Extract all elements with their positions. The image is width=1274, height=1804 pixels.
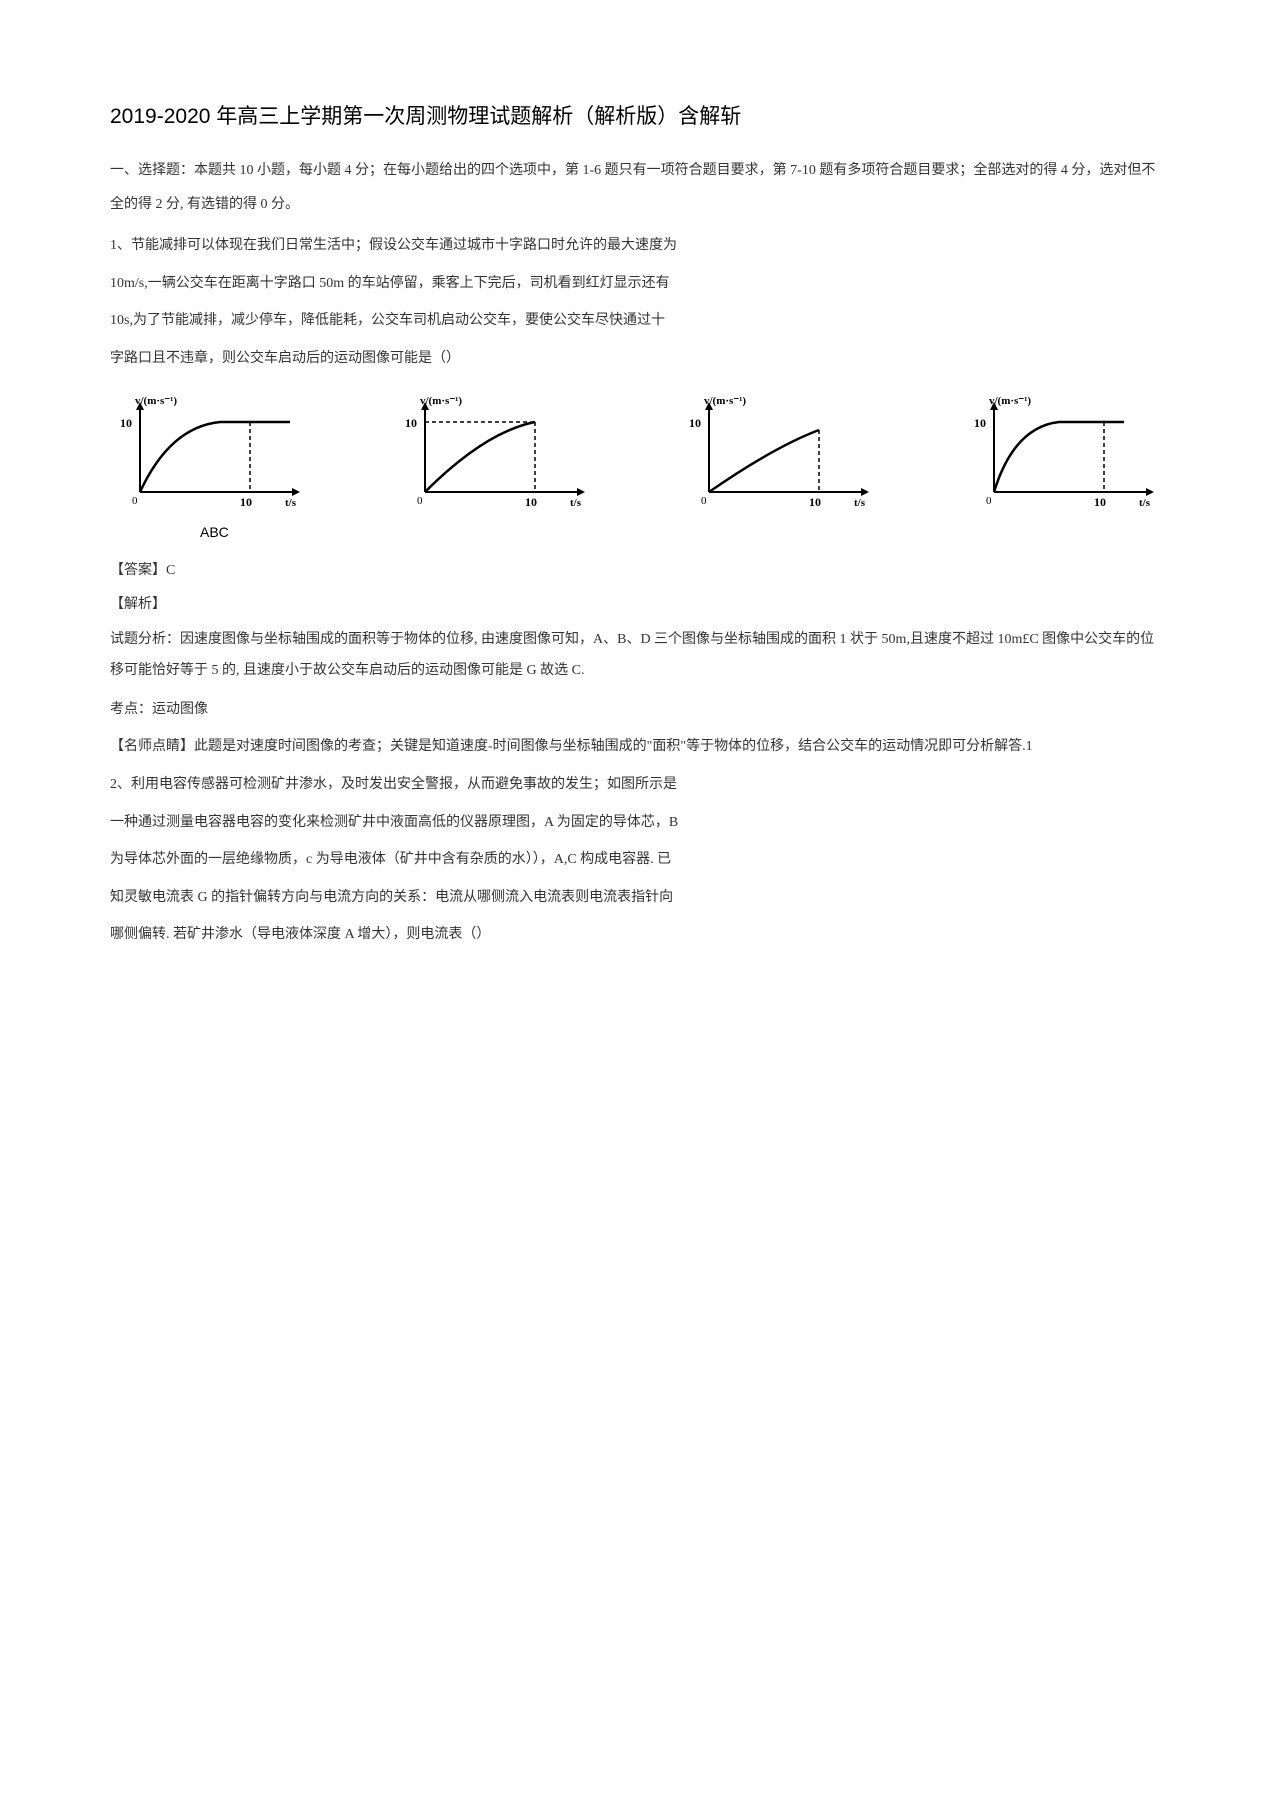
charts-row: v/(m·s⁻¹) 10 0 10 t/s v/(m·s⁻¹) 10 0 10 … xyxy=(110,392,1164,512)
q2-line1: 2、利用电容传感器可检测矿井渗水，及时发出安全警报，从而避免事故的发生；如图所示… xyxy=(110,768,1164,802)
chart-a: v/(m·s⁻¹) 10 0 10 t/s xyxy=(110,392,310,512)
svg-text:0: 0 xyxy=(986,495,992,507)
svg-text:t/s: t/s xyxy=(285,497,297,509)
svg-text:10: 10 xyxy=(689,416,701,430)
chart-c: v/(m·s⁻¹) 10 0 10 t/s xyxy=(679,392,879,512)
q2-line3: 为导体芯外面的一层绝缘物质，c 为导电液体（矿井中含有杂质的水）），A,C 构成… xyxy=(110,843,1164,877)
svg-text:10: 10 xyxy=(240,495,252,509)
svg-text:10: 10 xyxy=(405,416,417,430)
svg-text:10: 10 xyxy=(809,495,821,509)
teacher-note: 【名师点睛】此题是对速度时间图像的考查；关键是知道速度-时间图像与坐标轴围成的"… xyxy=(110,730,1164,764)
q1-line3: 10s,为了节能减排，减少停车，降低能耗，公交车司机启动公交车，要使公交车尽快通… xyxy=(110,304,1164,338)
answer-label: 【答案】C xyxy=(110,556,1164,587)
svg-text:0: 0 xyxy=(417,495,423,507)
chart-b: v/(m·s⁻¹) 10 0 10 t/s xyxy=(395,392,595,512)
svg-text:10: 10 xyxy=(525,495,537,509)
analysis-line1: 试题分析：因速度图像与坐标轴围成的面积等于物体的位移, 由速度图像可知，A、B、… xyxy=(110,625,1164,687)
analysis-label: 【解析】 xyxy=(110,590,1164,621)
q1-line2: 10m/s,一辆公交车在距离十字路口 50m 的车站停留，乘客上下完后，司机看到… xyxy=(110,267,1164,301)
chart-row-label: ABC xyxy=(200,524,1164,540)
q1-line4: 字路口且不违章，则公交车启动后的运动图像可能是（） xyxy=(110,342,1164,376)
q2-line2: 一种通过测量电容器电容的变化来检测矿井中液面高低的仪器原理图，A 为固定的导体芯… xyxy=(110,806,1164,840)
svg-text:t/s: t/s xyxy=(1139,497,1151,509)
svg-text:0: 0 xyxy=(701,495,707,507)
q2-line4: 知灵敏电流表 G 的指针偏转方向与电流方向的关系：电流从哪侧流入电流表则电流表指… xyxy=(110,881,1164,915)
section-header: 一、选择题：本题共 10 小题，每小题 4 分；在每小题给出的四个选项中，第 1… xyxy=(110,154,1164,221)
q1-line1: 1、节能减排可以体现在我们日常生活中；假设公交车通过城市十字路口时允许的最大速度… xyxy=(110,229,1164,263)
kaodian: 考点：运动图像 xyxy=(110,693,1164,727)
page-title: 2019-2020 年高三上学期第一次周测物理试题解析（解析版）含解斩 xyxy=(110,100,1164,130)
svg-text:0: 0 xyxy=(132,495,138,507)
svg-text:t/s: t/s xyxy=(570,497,582,509)
svg-text:10: 10 xyxy=(974,416,986,430)
chart-d: v/(m·s⁻¹) 10 0 10 t/s xyxy=(964,392,1164,512)
svg-text:10: 10 xyxy=(1094,495,1106,509)
svg-text:t/s: t/s xyxy=(854,497,866,509)
q2-line5: 哪侧偏转. 若矿井渗水（导电液体深度 A 增大），则电流表（） xyxy=(110,918,1164,952)
svg-text:10: 10 xyxy=(120,416,132,430)
